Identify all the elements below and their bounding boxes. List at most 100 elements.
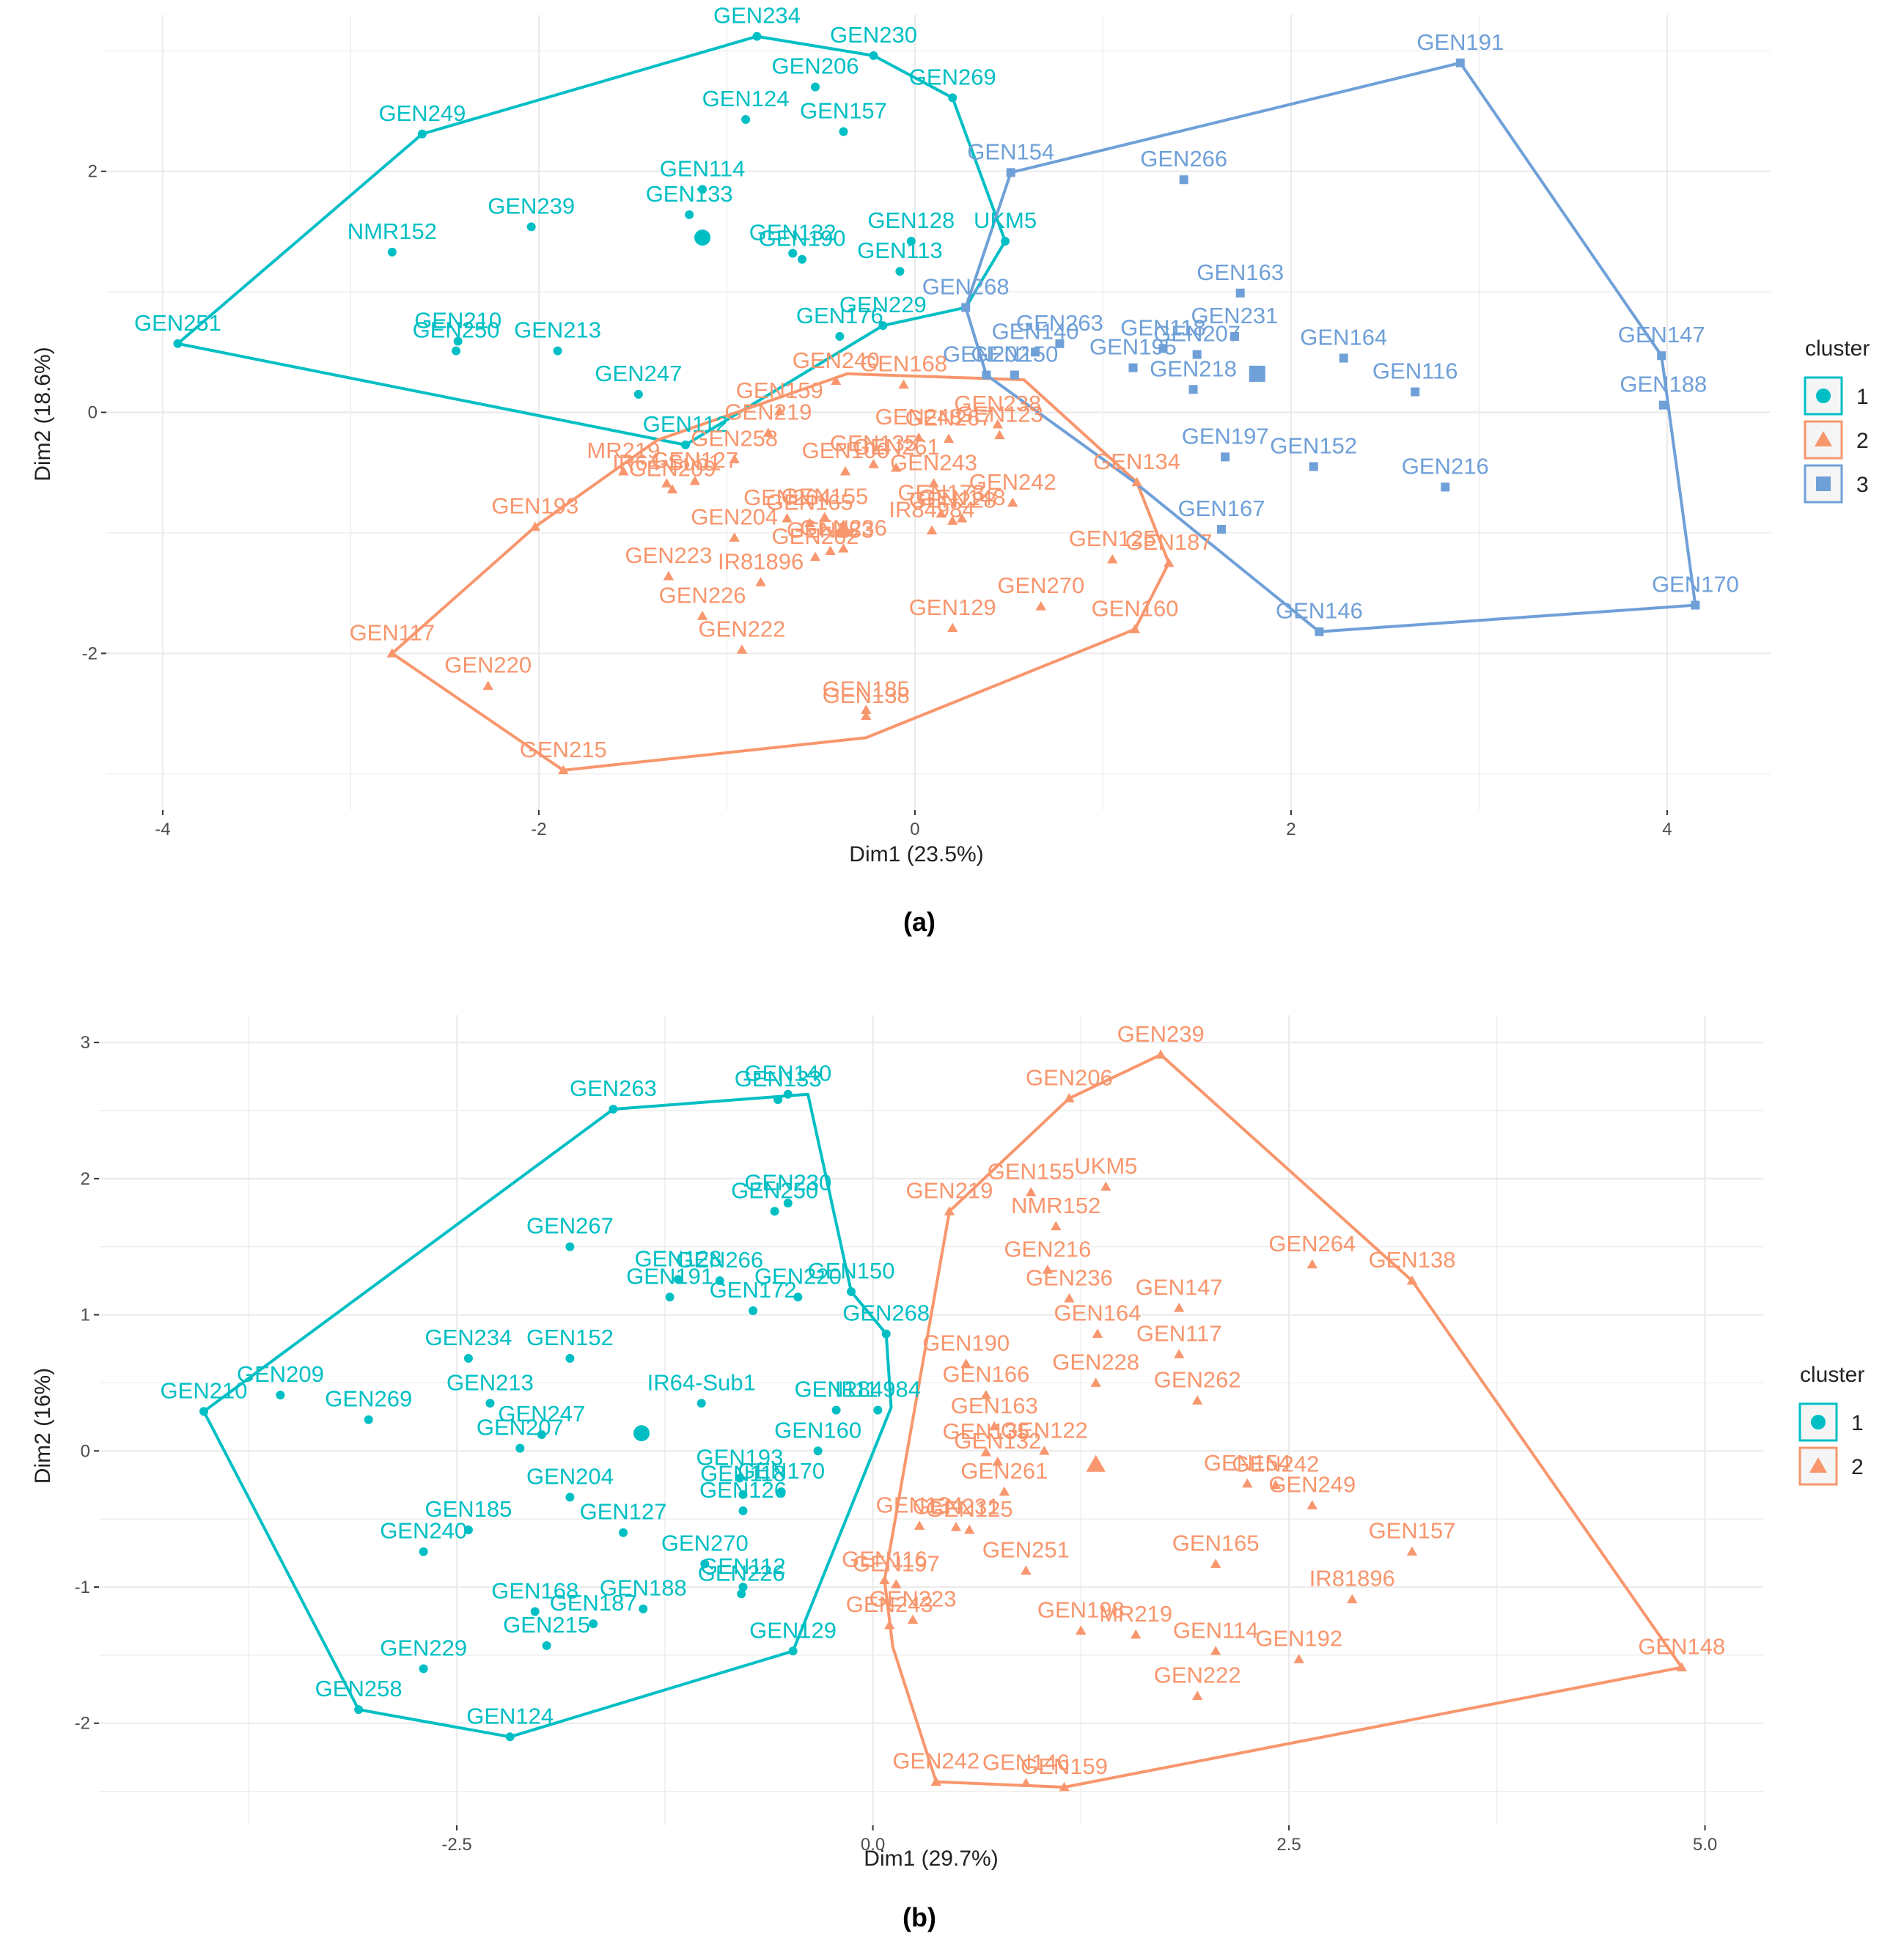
data-point (774, 405, 785, 416)
data-point (980, 1446, 992, 1457)
data-point (1100, 1181, 1111, 1191)
data-point (992, 1456, 1003, 1466)
point-label: GEN268 (842, 1300, 930, 1326)
point-label: GEN266 (1140, 146, 1227, 172)
point-label: UKM5 (1074, 1153, 1137, 1179)
data-point (715, 1276, 724, 1286)
data-point (1155, 1049, 1166, 1059)
data-point (825, 545, 836, 555)
point-label: GEN270 (661, 1530, 749, 1556)
point-label: GEN125 (1069, 526, 1156, 551)
data-point (463, 1354, 473, 1363)
data-point (1051, 1221, 1062, 1231)
data-point (810, 82, 820, 92)
data-point (1691, 600, 1700, 610)
data-point (639, 1604, 648, 1613)
data-point (417, 129, 427, 139)
x-tick-label: 0 (910, 820, 919, 839)
point-label: GEN147 (1618, 322, 1705, 347)
point-label: GEN147 (1136, 1274, 1223, 1300)
data-point (819, 512, 831, 521)
point-label: GEN163 (951, 1393, 1038, 1418)
x-tick-label: -2.5 (441, 1835, 471, 1855)
data-point (906, 237, 916, 246)
data-point (1006, 168, 1015, 177)
point-label: GEN166 (942, 1361, 1029, 1387)
hulls-b (202, 1053, 1683, 1789)
data-point (1676, 1662, 1687, 1671)
point-label: GEN163 (1197, 260, 1284, 285)
legend-key-symbol (1809, 1457, 1827, 1473)
point-label: GEN138 (1369, 1247, 1456, 1273)
point-label: GEN160 (774, 1417, 861, 1443)
point-label: GEN148 (1638, 1634, 1725, 1660)
data-point (735, 1473, 744, 1483)
data-point (696, 1399, 706, 1408)
legend-key-symbol (1811, 1415, 1826, 1429)
point-label: GEN197 (1182, 423, 1269, 449)
data-point (891, 1579, 902, 1589)
data-point (873, 1405, 883, 1415)
x-axis-label-b: Dim1 (29.7%) (864, 1847, 998, 1871)
points-a (173, 32, 1700, 775)
data-point (354, 1705, 364, 1715)
point-label: GEN262 (1154, 1367, 1241, 1393)
cluster-centroid (1086, 1454, 1106, 1472)
point-label: GEN195 (1089, 334, 1177, 360)
point-label: GEN157 (1369, 1518, 1456, 1544)
y-axis-label-b: Dim2 (16%) (31, 1368, 55, 1484)
data-point (776, 1487, 786, 1496)
data-point (526, 222, 536, 232)
data-point (1210, 1646, 1221, 1655)
data-point (1031, 347, 1040, 357)
point-label: GEN222 (699, 616, 786, 641)
data-point (1064, 1093, 1075, 1103)
data-point (1441, 482, 1450, 492)
point-label: GEN138 (823, 682, 910, 708)
point-label: GEN187 (1125, 529, 1213, 555)
point-label: GEN228 (909, 487, 996, 512)
point-label: GEN135 (830, 430, 917, 456)
data-point (738, 1506, 748, 1515)
data-point (609, 1105, 618, 1114)
point-label: GEN209 (629, 456, 716, 482)
data-point (419, 1547, 428, 1556)
point-label: GEN148 (919, 485, 1006, 510)
point-label: GEN192 (1255, 1625, 1342, 1651)
point-label: GEN128 (635, 1245, 722, 1271)
data-point (1092, 1328, 1103, 1338)
data-point (729, 532, 740, 542)
point-label: GEN223 (625, 542, 712, 568)
point-label: GEN236 (800, 515, 887, 540)
data-point (673, 1275, 683, 1284)
point-label: GEN190 (922, 1330, 1010, 1355)
legend-entry-label: 2 (1851, 1455, 1864, 1479)
data-point (1306, 1259, 1318, 1269)
point-label: GEN164 (1300, 325, 1387, 350)
point-label: MR219 (587, 438, 660, 463)
data-point (1131, 1629, 1142, 1639)
data-point (1179, 175, 1188, 185)
point-label: GEN127 (580, 1499, 667, 1525)
point-label: GEN238 (954, 391, 1041, 416)
point-label: GEN229 (380, 1635, 467, 1660)
data-point (831, 375, 842, 386)
centroids-b (633, 1425, 1106, 1472)
point-label: GEN150 (808, 1258, 895, 1284)
point-label: GEN207 (477, 1415, 564, 1440)
data-point (809, 551, 821, 562)
data-point (881, 1329, 891, 1339)
data-point (565, 1493, 575, 1502)
point-label: GEN213 (514, 317, 601, 343)
data-point (1010, 370, 1019, 380)
point-label: GEN146 (1276, 598, 1363, 624)
data-point (788, 1646, 798, 1656)
data-point (173, 339, 183, 348)
data-point (387, 247, 397, 257)
cluster-centroid (1249, 365, 1265, 382)
data-point (685, 210, 694, 219)
point-label: GEN204 (691, 504, 778, 529)
y-axis-label-a: Dim2 (18.6%) (31, 347, 55, 481)
data-point (1064, 1293, 1075, 1303)
